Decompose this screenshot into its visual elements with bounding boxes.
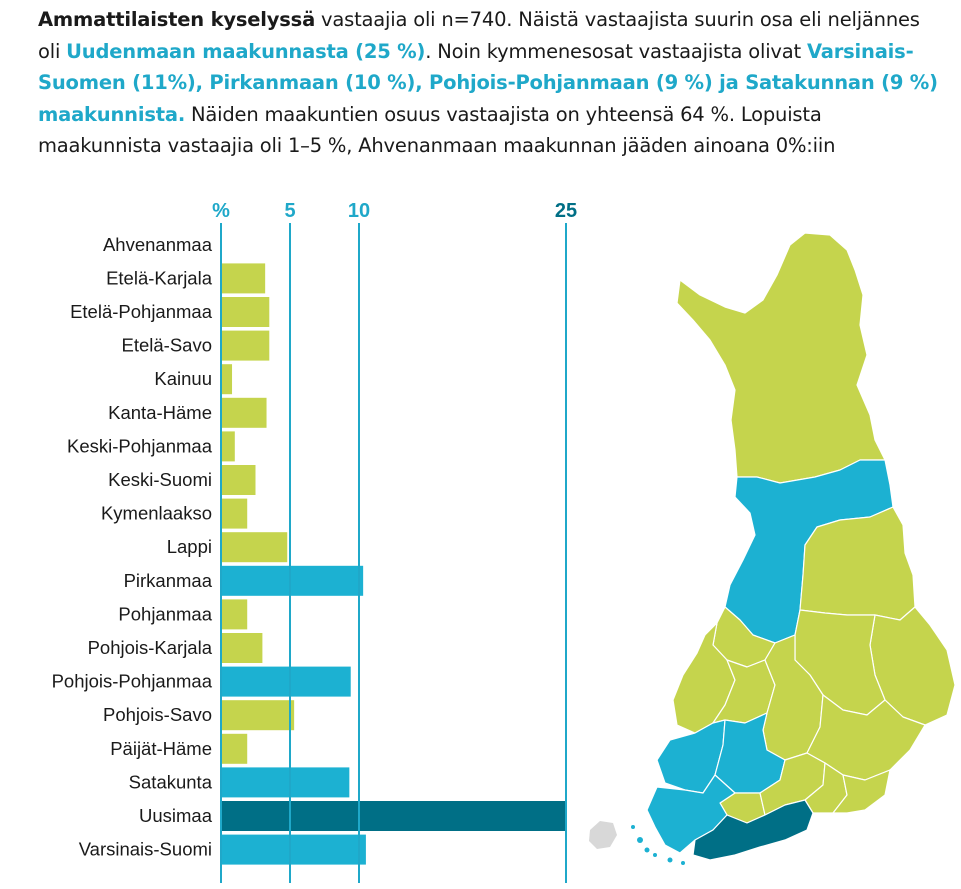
map-region-ahvenanmaa	[589, 821, 617, 849]
category-label: Lappi	[167, 536, 212, 557]
category-label: Varsinais-Suomi	[79, 839, 212, 860]
category-label: Etelä-Pohjanmaa	[70, 301, 213, 322]
finland-map	[589, 232, 956, 865]
bar-kainuu	[221, 364, 233, 395]
bar-etelä-pohjanmaa	[221, 297, 270, 327]
category-label: Keski-Suomi	[108, 469, 212, 490]
category-label: Satakunta	[129, 771, 213, 792]
tick-label: 5	[284, 200, 295, 222]
category-label: Kainuu	[154, 368, 212, 389]
map-regions	[589, 232, 956, 861]
bar-varsinais-suomi	[221, 834, 366, 865]
archipelago-islands	[631, 825, 685, 865]
category-label: Päijät-Häme	[110, 738, 212, 759]
map-region-lappi	[676, 232, 886, 484]
bar-etelä-karjala	[221, 263, 266, 294]
category-label: Pirkanmaa	[124, 570, 213, 591]
category-label: Pohjois-Savo	[103, 704, 212, 725]
map-region-uusimaa	[692, 799, 814, 861]
category-label: Pohjanmaa	[118, 603, 212, 624]
bar-lappi	[221, 532, 288, 563]
bar-etelä-savo	[221, 330, 270, 361]
category-label: Etelä-Savo	[122, 335, 213, 356]
map-region-etela-karjala	[832, 769, 891, 814]
intro-text-2: . Noin kymmenesosat vastaajista olivat	[425, 39, 807, 63]
axis-unit-label: %	[212, 200, 230, 222]
category-label: Keski-Pohjanmaa	[67, 435, 213, 456]
bar-päijät-häme	[221, 733, 248, 764]
intro-text-1: vastaajia oli n=740. Näistä vastaajista …	[38, 8, 920, 63]
bar-pohjois-karjala	[221, 633, 263, 663]
bar-pohjois-pohjanmaa	[221, 666, 351, 697]
bar-satakunta	[221, 767, 350, 798]
bar-pohjois-savo	[221, 700, 295, 731]
bar-pirkanmaa	[221, 565, 364, 596]
intro-highlight-uusimaa: Uudenmaan maakunnasta (25 %)	[66, 39, 426, 63]
category-label: Uusimaa	[139, 805, 213, 826]
category-label: Pohjois-Karjala	[88, 637, 213, 658]
bar-pohjanmaa	[221, 599, 248, 630]
category-label: Pohjois-Pohjanmaa	[52, 671, 213, 692]
category-label: Kymenlaakso	[101, 503, 212, 524]
bar-keski-pohjanmaa	[221, 431, 235, 462]
bar-kymenlaakso	[221, 498, 248, 529]
intro-highlight-regions: Varsinais-Suomen (11%), Pirkanmaan (10 %…	[38, 39, 938, 126]
category-label: Etelä-Karjala	[106, 267, 213, 288]
intro-bold-lead: Ammattilaisten kyselyssä	[38, 8, 316, 31]
bar-uusimaa	[221, 801, 566, 831]
bar-keski-suomi	[221, 465, 256, 495]
intro-text: Ammattilaisten kyselyssä vastaajia oli n…	[38, 4, 943, 162]
category-label: Ahvenanmaa	[103, 234, 213, 255]
intro-text-3: Näiden maakuntien osuus vastaajista on y…	[38, 102, 836, 158]
category-label: Kanta-Häme	[108, 402, 212, 423]
tick-label: 25	[555, 200, 577, 222]
bar-kanta-häme	[221, 397, 267, 428]
tick-label: 10	[348, 200, 370, 222]
